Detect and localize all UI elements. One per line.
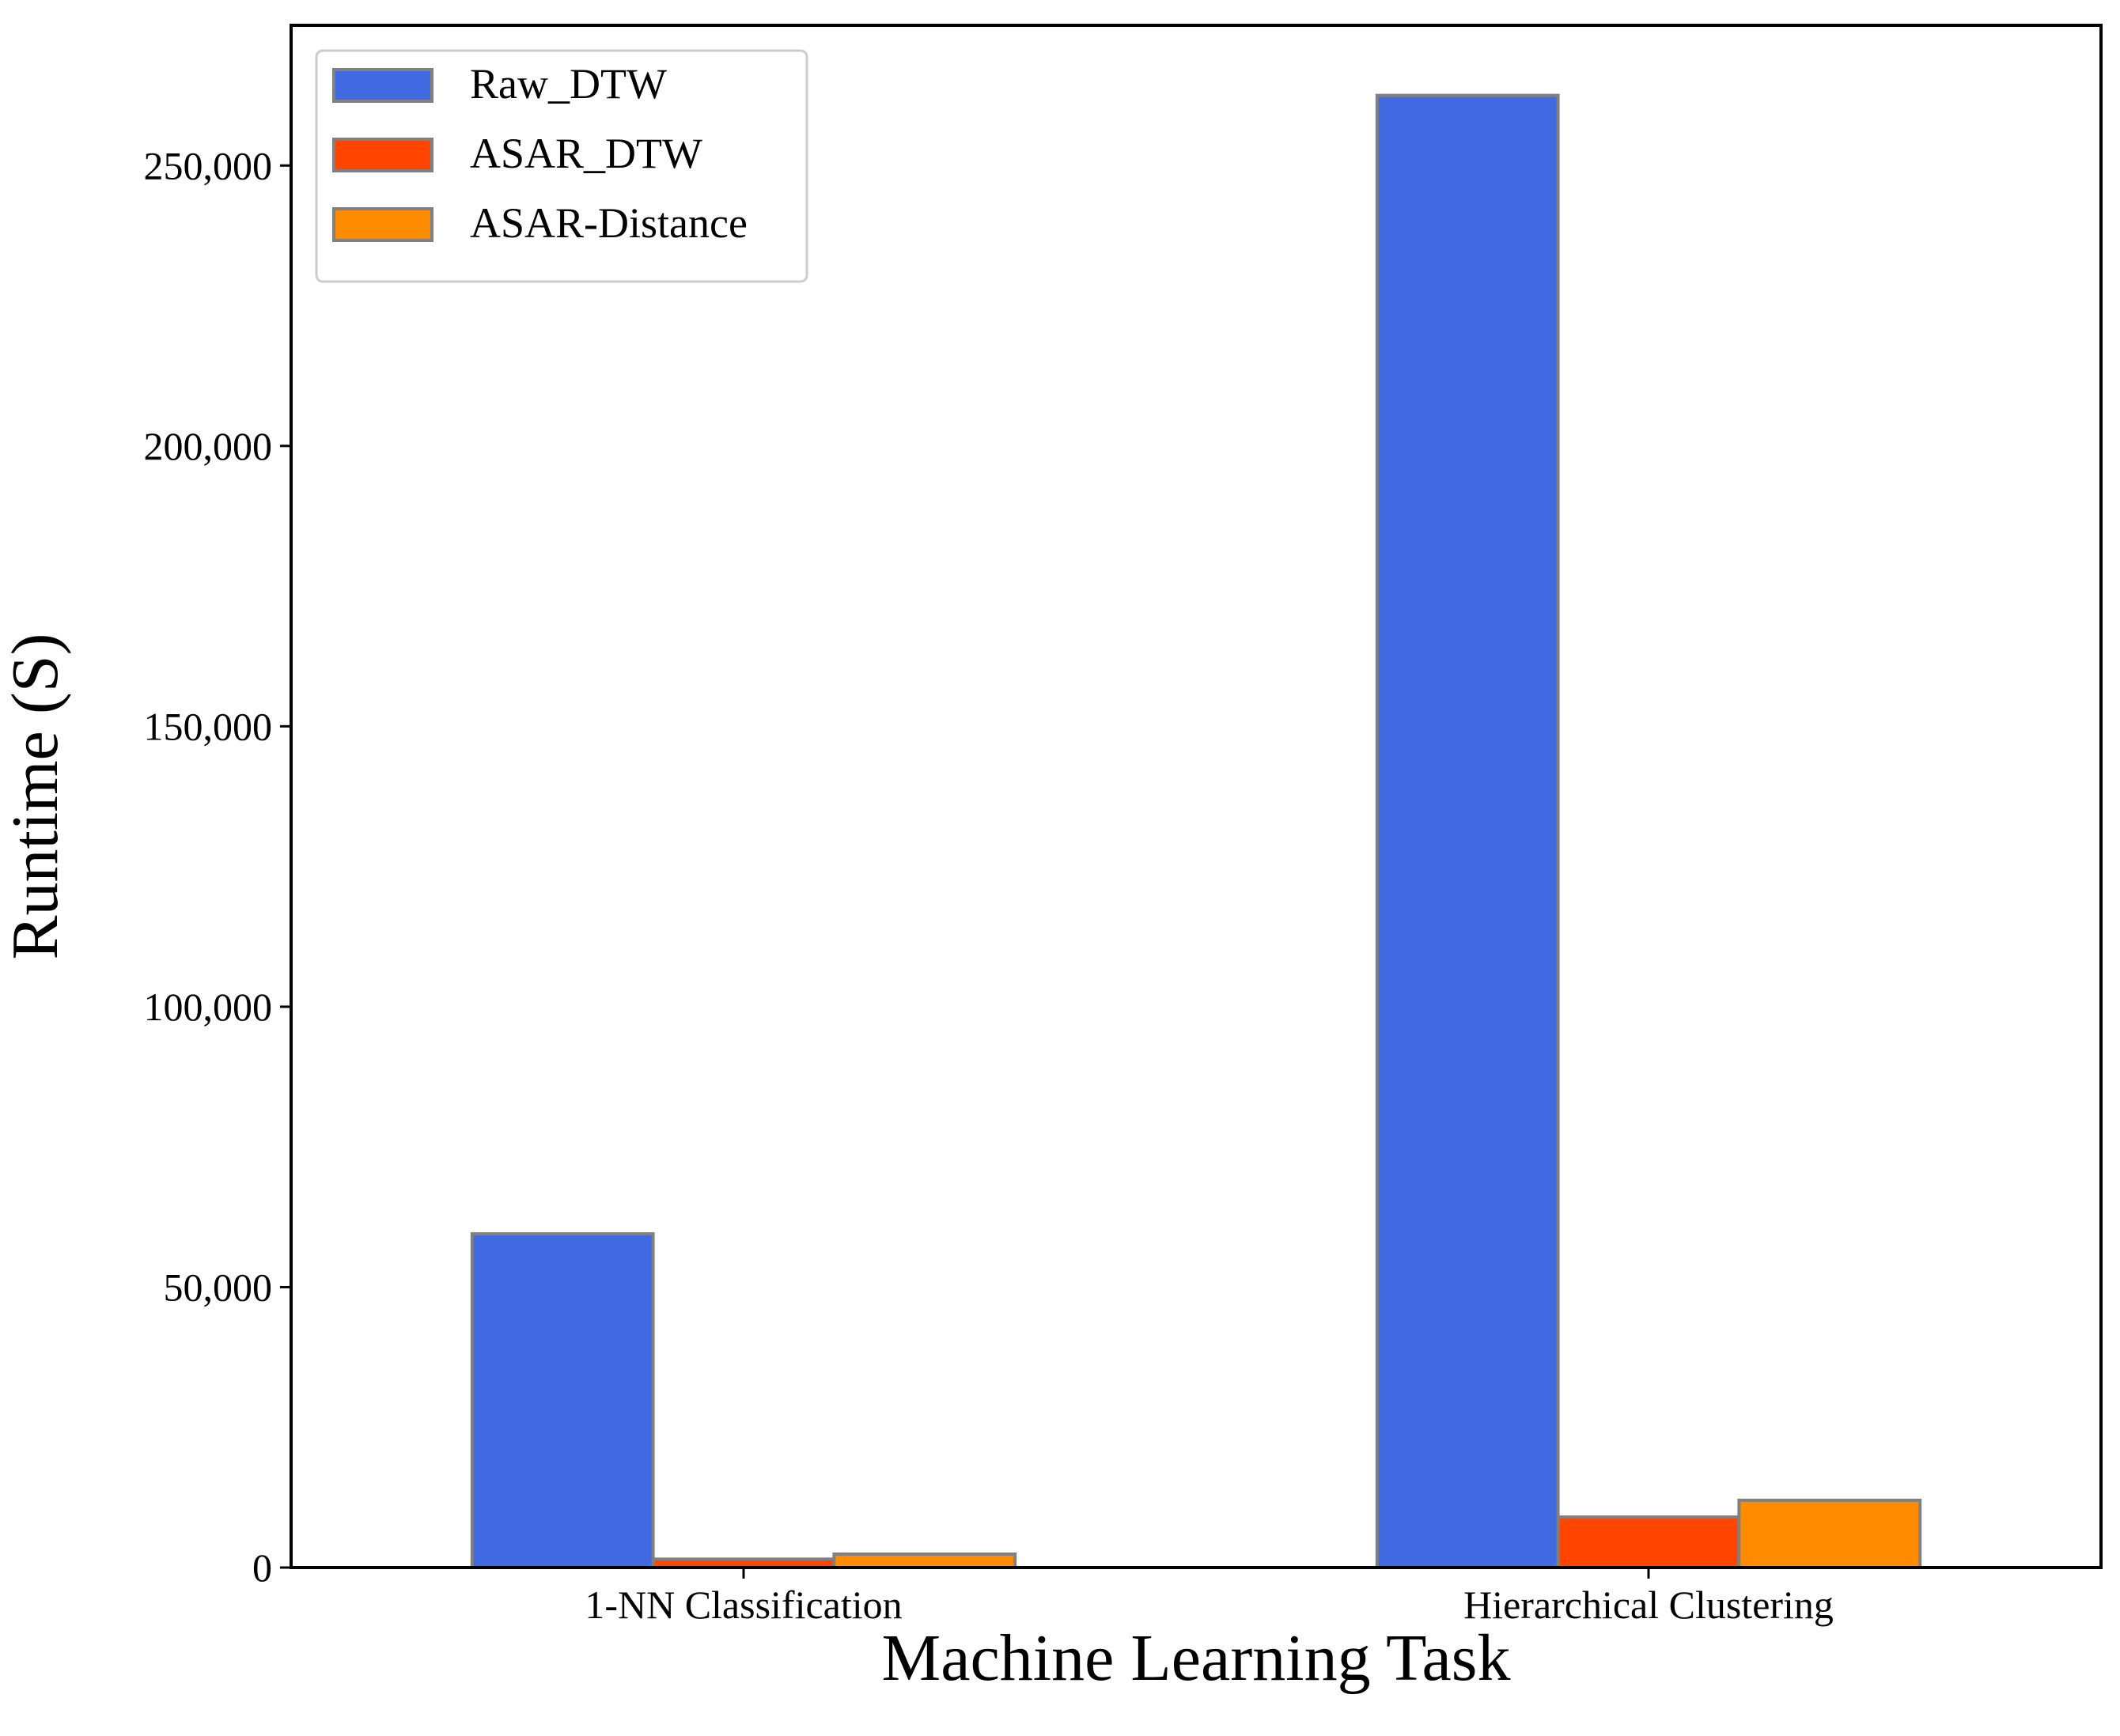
bar-raw-dtw-0 [470, 1232, 655, 1570]
legend-label: ASAR-Distance [470, 199, 748, 247]
y-axis: 0 50,000 100,000 150,000 200,000 250,000 [144, 143, 291, 1590]
legend-swatch [332, 207, 433, 242]
y-tick-label: 200,000 [144, 424, 273, 468]
x-axis: 1-NN Classification Hierarchical Clusteri… [585, 1568, 1834, 1627]
y-tick-label: 50,000 [164, 1265, 273, 1309]
plot-area-frame [290, 24, 2103, 1569]
bars-group [470, 93, 1922, 1570]
x-axis-title: Machine Learning Task [882, 1621, 1511, 1695]
legend-swatch [332, 138, 433, 172]
legend-frame [315, 49, 808, 283]
legend-label: Raw_DTW [470, 60, 667, 108]
x-tick-label: Hierarchical Clustering [1463, 1583, 1834, 1627]
y-tick-label: 250,000 [144, 143, 273, 187]
bar-asar-dtw-1 [1556, 1515, 1741, 1569]
bar-asar-distance-1 [1737, 1498, 1922, 1569]
legend-label: ASAR_DTW [470, 130, 702, 177]
y-tick-label: 100,000 [144, 985, 273, 1029]
legend: Raw_DTW ASAR_DTW ASAR-Distance [315, 49, 808, 283]
bar-asar-distance-0 [832, 1552, 1017, 1569]
bar-raw-dtw-1 [1375, 93, 1560, 1570]
legend-swatch [332, 68, 433, 103]
y-tick-label: 0 [252, 1545, 272, 1590]
y-tick-label: 150,000 [144, 704, 273, 748]
x-tick-label: 1-NN Classification [585, 1583, 902, 1627]
y-axis-title: Runtime (S) [0, 634, 72, 960]
